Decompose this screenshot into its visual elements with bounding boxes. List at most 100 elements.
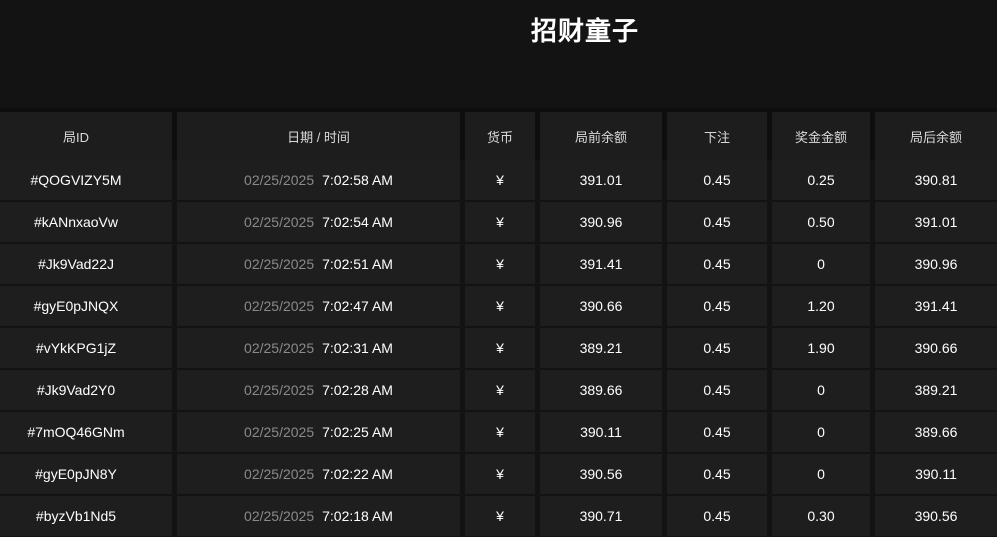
cell-balance-after: 390.81	[875, 160, 997, 200]
cell-time: 7:02:51 AM	[322, 256, 393, 272]
table-row: #Jk9Vad22J 02/25/2025 7:02:51 AM ¥ 391.4…	[0, 244, 997, 284]
column-header-datetime: 日期 / 时间	[177, 112, 460, 160]
column-header-bet: 下注	[667, 112, 767, 160]
cell-prize: 1.20	[772, 286, 870, 326]
cell-time: 7:02:54 AM	[322, 214, 393, 230]
cell-date: 02/25/2025	[244, 340, 315, 356]
cell-prize: 0	[772, 244, 870, 284]
cell-currency: ¥	[465, 286, 535, 326]
cell-balance-after: 391.41	[875, 286, 997, 326]
cell-balance-before: 390.66	[540, 286, 662, 326]
cell-prize: 0	[772, 412, 870, 452]
cell-date: 02/25/2025	[244, 256, 315, 272]
cell-balance-after: 390.66	[875, 328, 997, 368]
cell-round-id: #byzVb1Nd5	[0, 496, 172, 536]
page-title: 招财童子	[530, 16, 640, 46]
table-row: #kANnxaoVw 02/25/2025 7:02:54 AM ¥ 390.9…	[0, 202, 997, 242]
cell-bet: 0.45	[667, 454, 767, 494]
column-header-balance-before: 局前余额	[540, 112, 662, 160]
cell-currency: ¥	[465, 412, 535, 452]
column-header-balance-after: 局后余额	[875, 112, 997, 160]
cell-currency: ¥	[465, 454, 535, 494]
table-row: #vYkKPG1jZ 02/25/2025 7:02:31 AM ¥ 389.2…	[0, 328, 997, 368]
cell-round-id: #gyE0pJNQX	[0, 286, 172, 326]
cell-datetime: 02/25/2025 7:02:18 AM	[177, 496, 460, 536]
table-row: #7mOQ46GNm 02/25/2025 7:02:25 AM ¥ 390.1…	[0, 412, 997, 452]
table-row: #byzVb1Nd5 02/25/2025 7:02:18 AM ¥ 390.7…	[0, 496, 997, 536]
cell-datetime: 02/25/2025 7:02:54 AM	[177, 202, 460, 242]
cell-date: 02/25/2025	[244, 508, 315, 524]
cell-date: 02/25/2025	[244, 298, 315, 314]
cell-datetime: 02/25/2025 7:02:51 AM	[177, 244, 460, 284]
cell-time: 7:02:58 AM	[322, 172, 393, 188]
cell-date: 02/25/2025	[244, 172, 315, 188]
cell-round-id: #7mOQ46GNm	[0, 412, 172, 452]
table-header-row: 局ID 日期 / 时间 货币 局前余额 下注 奖金金额 局后余额	[0, 108, 997, 160]
cell-bet: 0.45	[667, 328, 767, 368]
cell-time: 7:02:28 AM	[322, 382, 393, 398]
cell-round-id: #kANnxaoVw	[0, 202, 172, 242]
cell-balance-after: 390.56	[875, 496, 997, 536]
cell-datetime: 02/25/2025 7:02:31 AM	[177, 328, 460, 368]
cell-balance-before: 389.21	[540, 328, 662, 368]
cell-balance-before: 389.66	[540, 370, 662, 410]
cell-bet: 0.45	[667, 244, 767, 284]
cell-bet: 0.45	[667, 202, 767, 242]
cell-currency: ¥	[465, 202, 535, 242]
cell-bet: 0.45	[667, 370, 767, 410]
cell-date: 02/25/2025	[244, 382, 315, 398]
cell-time: 7:02:18 AM	[322, 508, 393, 524]
cell-round-id: #gyE0pJN8Y	[0, 454, 172, 494]
cell-prize: 0.50	[772, 202, 870, 242]
cell-currency: ¥	[465, 160, 535, 200]
cell-prize: 0	[772, 370, 870, 410]
cell-time: 7:02:25 AM	[322, 424, 393, 440]
cell-balance-before: 390.96	[540, 202, 662, 242]
cell-prize: 0.30	[772, 496, 870, 536]
cell-bet: 0.45	[667, 160, 767, 200]
cell-balance-before: 390.56	[540, 454, 662, 494]
cell-balance-after: 391.01	[875, 202, 997, 242]
cell-date: 02/25/2025	[244, 466, 315, 482]
table-row: #gyE0pJNQX 02/25/2025 7:02:47 AM ¥ 390.6…	[0, 286, 997, 326]
cell-bet: 0.45	[667, 412, 767, 452]
cell-date: 02/25/2025	[244, 424, 315, 440]
column-header-prize: 奖金金额	[772, 112, 870, 160]
cell-prize: 0.25	[772, 160, 870, 200]
table-body: #QOGVIZY5M 02/25/2025 7:02:58 AM ¥ 391.0…	[0, 160, 997, 536]
cell-round-id: #QOGVIZY5M	[0, 160, 172, 200]
cell-datetime: 02/25/2025 7:02:28 AM	[177, 370, 460, 410]
cell-datetime: 02/25/2025 7:02:25 AM	[177, 412, 460, 452]
cell-time: 7:02:22 AM	[322, 466, 393, 482]
cell-bet: 0.45	[667, 286, 767, 326]
table-row: #gyE0pJN8Y 02/25/2025 7:02:22 AM ¥ 390.5…	[0, 454, 997, 494]
cell-date: 02/25/2025	[244, 214, 315, 230]
cell-balance-before: 391.41	[540, 244, 662, 284]
cell-currency: ¥	[465, 370, 535, 410]
cell-currency: ¥	[465, 328, 535, 368]
column-header-currency: 货币	[465, 112, 535, 160]
cell-datetime: 02/25/2025 7:02:47 AM	[177, 286, 460, 326]
cell-balance-after: 390.11	[875, 454, 997, 494]
cell-prize: 1.90	[772, 328, 870, 368]
cell-round-id: #Jk9Vad22J	[0, 244, 172, 284]
cell-datetime: 02/25/2025 7:02:58 AM	[177, 160, 460, 200]
cell-round-id: #vYkKPG1jZ	[0, 328, 172, 368]
cell-balance-before: 391.01	[540, 160, 662, 200]
cell-prize: 0	[772, 454, 870, 494]
cell-balance-after: 389.21	[875, 370, 997, 410]
column-header-round-id: 局ID	[0, 112, 172, 160]
table-row: #Jk9Vad2Y0 02/25/2025 7:02:28 AM ¥ 389.6…	[0, 370, 997, 410]
table-row: #QOGVIZY5M 02/25/2025 7:02:58 AM ¥ 391.0…	[0, 160, 997, 200]
cell-balance-after: 389.66	[875, 412, 997, 452]
cell-currency: ¥	[465, 496, 535, 536]
cell-balance-after: 390.96	[875, 244, 997, 284]
title-bar: 招财童子	[0, 0, 997, 108]
cell-bet: 0.45	[667, 496, 767, 536]
cell-currency: ¥	[465, 244, 535, 284]
cell-time: 7:02:31 AM	[322, 340, 393, 356]
cell-balance-before: 390.11	[540, 412, 662, 452]
cell-time: 7:02:47 AM	[322, 298, 393, 314]
cell-round-id: #Jk9Vad2Y0	[0, 370, 172, 410]
